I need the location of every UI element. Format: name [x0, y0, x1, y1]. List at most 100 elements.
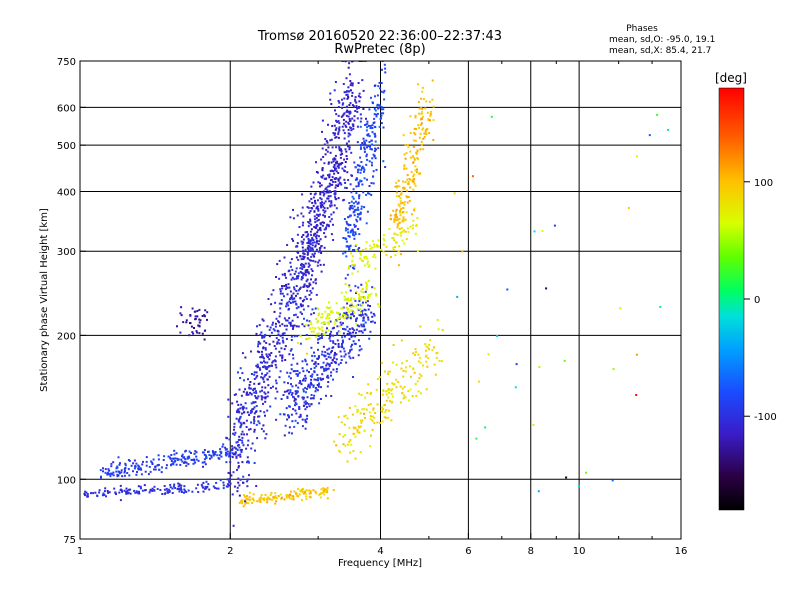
data-point: [392, 344, 395, 346]
data-point: [310, 291, 313, 294]
data-point: [351, 310, 354, 313]
data-point: [304, 379, 307, 382]
data-point: [299, 255, 302, 257]
data-point: [313, 193, 316, 196]
data-point: [139, 485, 142, 488]
data-point: [365, 153, 368, 156]
data-point: [311, 241, 314, 244]
data-point: [329, 356, 332, 359]
data-point: [293, 335, 296, 338]
data-point: [288, 317, 291, 320]
data-point: [352, 266, 354, 269]
data-point: [247, 478, 249, 481]
data-point: [317, 209, 320, 212]
data-point: [415, 152, 418, 155]
data-point: [418, 107, 421, 110]
data-point: [246, 485, 249, 488]
data-point: [309, 210, 312, 212]
data-point: [206, 485, 209, 488]
data-point: [348, 328, 351, 331]
data-point: [337, 131, 340, 134]
data-point: [241, 502, 244, 505]
data-point: [180, 314, 183, 317]
data-point: [133, 459, 136, 462]
data-point: [320, 333, 323, 336]
data-point: [405, 238, 408, 241]
data-point: [255, 392, 258, 394]
data-point: [277, 495, 280, 497]
data-point: [302, 300, 305, 303]
data-point: [425, 388, 428, 391]
data-point: [306, 206, 309, 209]
data-point: [419, 148, 422, 151]
data-point: [260, 494, 263, 496]
data-point: [337, 114, 340, 117]
data-point: [361, 142, 364, 145]
data-point: [327, 363, 330, 366]
data-point: [275, 500, 278, 503]
data-point: [331, 327, 334, 330]
data-point: [115, 467, 118, 470]
data-point: [371, 286, 374, 289]
data-point: [304, 427, 307, 430]
data-point: [396, 186, 398, 189]
data-point: [430, 110, 433, 113]
data-point: [375, 388, 378, 391]
data-point: [316, 199, 319, 202]
data-point: [258, 367, 261, 370]
data-point: [298, 287, 301, 290]
data-point: [275, 337, 278, 340]
data-point: [318, 328, 321, 331]
data-point: [382, 404, 385, 407]
data-point: [349, 102, 352, 104]
data-point: [273, 497, 276, 500]
data-point: [402, 397, 405, 400]
data-point: [327, 197, 330, 200]
data-point: [287, 382, 289, 385]
data-point: [85, 491, 88, 494]
data-point: [338, 181, 341, 184]
data-point: [266, 325, 269, 328]
data-point: [320, 316, 323, 319]
data-point: [308, 245, 311, 248]
data-point: [311, 287, 314, 290]
data-point: [338, 330, 341, 333]
data-point: [395, 210, 397, 213]
data-point: [323, 333, 326, 336]
data-point: [264, 386, 267, 389]
data-point: [239, 453, 242, 456]
data-point: [325, 364, 328, 367]
data-point: [395, 386, 398, 389]
data-point: [347, 299, 350, 302]
data-point: [344, 283, 347, 286]
data-point: [328, 347, 331, 350]
data-point: [245, 407, 248, 410]
data-point: [352, 125, 355, 128]
data-point: [271, 323, 274, 326]
data-point: [92, 492, 95, 495]
data-point: [420, 117, 423, 120]
data-point: [153, 485, 156, 488]
data-point: [374, 321, 376, 324]
data-point: [292, 301, 294, 304]
data-point: [357, 339, 360, 342]
data-point: [341, 125, 344, 128]
data-point: [397, 203, 400, 206]
data-point: [352, 231, 355, 234]
data-point: [365, 314, 368, 317]
data-point: [364, 144, 367, 147]
data-point: [359, 96, 362, 99]
data-point: [363, 168, 366, 171]
data-point: [247, 393, 250, 396]
data-point: [176, 458, 179, 461]
data-point: [563, 359, 566, 362]
data-point: [338, 149, 341, 152]
data-point: [318, 235, 320, 238]
data-point: [349, 205, 352, 207]
data-point: [99, 469, 102, 472]
phase-box-o-stats: mean, sd,O: -95.0, 19.1: [609, 35, 715, 45]
data-point: [183, 488, 186, 491]
data-point: [354, 178, 357, 181]
data-point: [340, 148, 342, 151]
data-point: [192, 332, 195, 335]
